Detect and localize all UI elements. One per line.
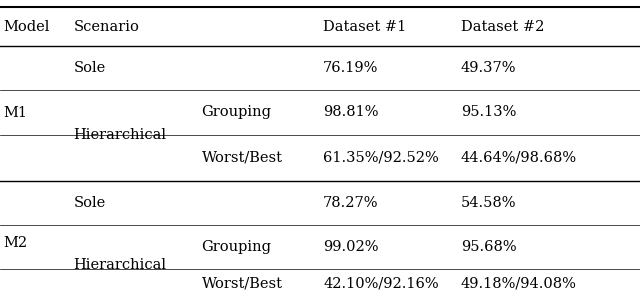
Text: Sole: Sole (74, 196, 106, 210)
Text: 95.13%: 95.13% (461, 105, 516, 120)
Text: Model: Model (3, 20, 49, 34)
Text: 44.64%/98.68%: 44.64%/98.68% (461, 151, 577, 165)
Text: Dataset #1: Dataset #1 (323, 20, 406, 34)
Text: M1: M1 (3, 106, 27, 120)
Text: Hierarchical: Hierarchical (74, 128, 166, 142)
Text: Dataset #2: Dataset #2 (461, 20, 544, 34)
Text: 99.02%: 99.02% (323, 240, 379, 254)
Text: Scenario: Scenario (74, 20, 140, 34)
Text: 49.18%/94.08%: 49.18%/94.08% (461, 276, 577, 290)
Text: 42.10%/92.16%: 42.10%/92.16% (323, 276, 439, 290)
Text: Grouping: Grouping (202, 240, 271, 254)
Text: 54.58%: 54.58% (461, 196, 516, 210)
Text: Grouping: Grouping (202, 105, 271, 120)
Text: Worst/Best: Worst/Best (202, 151, 283, 165)
Text: 61.35%/92.52%: 61.35%/92.52% (323, 151, 439, 165)
Text: Worst/Best: Worst/Best (202, 276, 283, 290)
Text: 78.27%: 78.27% (323, 196, 379, 210)
Text: M2: M2 (3, 236, 28, 250)
Text: Sole: Sole (74, 61, 106, 75)
Text: Hierarchical: Hierarchical (74, 258, 166, 272)
Text: 49.37%: 49.37% (461, 61, 516, 75)
Text: 95.68%: 95.68% (461, 240, 516, 254)
Text: 76.19%: 76.19% (323, 61, 379, 75)
Text: 98.81%: 98.81% (323, 105, 379, 120)
